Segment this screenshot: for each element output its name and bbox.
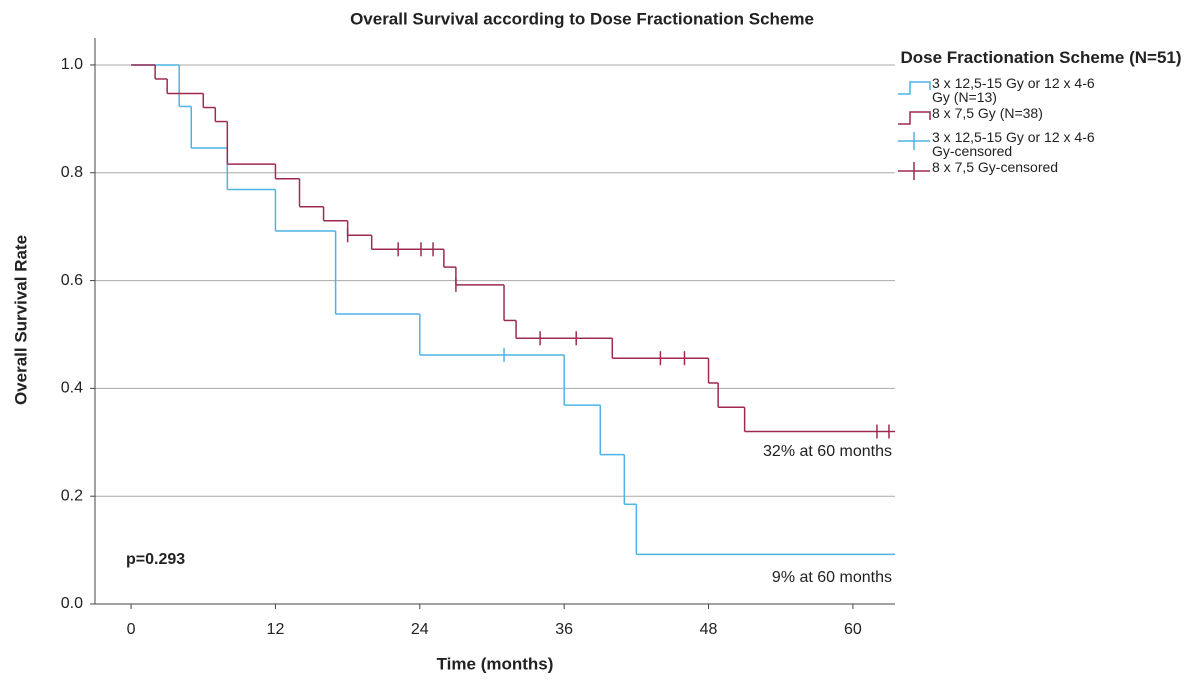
legend-symbol	[898, 132, 930, 150]
legend-entry: 8 x 7,5 Gy-censored	[896, 160, 1186, 182]
x-axis-label: Time (months)	[437, 654, 554, 673]
legend-symbol	[898, 81, 931, 95]
legend-symbol-part	[898, 81, 931, 95]
legend-label: 3 x 12,5-15 Gy or 12 x 4-6 Gy (N=13)	[932, 75, 1095, 105]
annotation: 9% at 60 months	[772, 569, 892, 586]
y-tick-label: 1.0	[61, 56, 83, 73]
x-tick-label: 12	[267, 621, 285, 638]
y-tick-label: 0.2	[61, 487, 83, 504]
legend-symbol-part	[898, 111, 931, 125]
x-tick-label: 60	[844, 621, 862, 638]
x-tick-label: 0	[127, 621, 136, 638]
legend-label: 3 x 12,5-15 Gy or 12 x 4-6 Gy-censored	[932, 129, 1095, 159]
legend-label: 8 x 7,5 Gy (N=38)	[932, 105, 1043, 121]
chart-title: Overall Survival according to Dose Fract…	[350, 9, 814, 28]
legend-entry: 3 x 12,5-15 Gy or 12 x 4-6 Gy-censored	[896, 130, 1186, 158]
x-tick-label: 24	[411, 621, 429, 638]
y-tick-label: 0.0	[61, 595, 83, 612]
legend-label: 8 x 7,5 Gy-censored	[932, 159, 1059, 175]
legend-entry: 8 x 7,5 Gy (N=38)	[896, 106, 1186, 128]
annotation: 32% at 60 months	[763, 443, 892, 460]
y-axis-label: Overall Survival Rate	[11, 235, 30, 405]
annotation: p=0.293	[126, 551, 185, 568]
y-tick-label: 0.4	[61, 380, 83, 397]
x-tick-label: 48	[700, 621, 718, 638]
legend-symbol	[898, 111, 931, 125]
legend: Dose Fractionation Scheme (N=51) 3 x 12,…	[896, 48, 1186, 184]
y-tick-label: 0.8	[61, 164, 83, 181]
legend-title: Dose Fractionation Scheme (N=51)	[900, 48, 1182, 67]
y-tick-label: 0.6	[61, 272, 83, 289]
legend-entry: 3 x 12,5-15 Gy or 12 x 4-6 Gy (N=13)	[896, 76, 1186, 104]
legend-symbol	[898, 162, 930, 180]
x-tick-label: 36	[555, 621, 573, 638]
